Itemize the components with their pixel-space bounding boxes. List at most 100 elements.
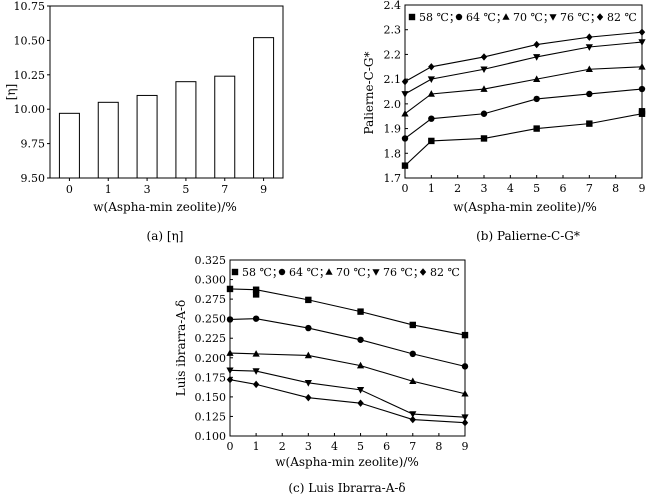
panel-b-legend-marker bbox=[455, 13, 463, 21]
panel-b-legend-label-text: 58 ℃ bbox=[419, 11, 449, 24]
panel-c-point bbox=[304, 351, 312, 359]
panel-b-point bbox=[585, 44, 593, 51]
panel-c-point bbox=[226, 375, 234, 384]
panel-c-x-tick-label: 0 bbox=[227, 440, 234, 453]
panel-b-point bbox=[586, 90, 593, 98]
panel-b-legend-label: 76 ℃； bbox=[560, 11, 601, 24]
panel-a-x-axis-label: w(Aspha-min zeolite)/% bbox=[93, 200, 237, 214]
panel-c-point bbox=[305, 296, 312, 304]
panel-b-x-tick-label: 7 bbox=[586, 182, 593, 195]
panel-b-point bbox=[428, 137, 435, 145]
panel-c-point bbox=[356, 361, 365, 369]
panel-c-y-tick-label: 0.225 bbox=[195, 332, 227, 345]
panel-a-bar-1 bbox=[97, 101, 119, 179]
panel-b-y-axis-label: Palierne-C-G* bbox=[362, 52, 376, 135]
panel-b-legend-label-text: 76 ℃ bbox=[560, 11, 590, 24]
panel-c-point bbox=[252, 380, 260, 389]
panel-c-y-tick-label: 0.250 bbox=[195, 313, 227, 326]
panel-a-x-tick-label: 9 bbox=[260, 183, 267, 196]
panel-c-point bbox=[357, 399, 364, 407]
panel-b-point bbox=[533, 40, 540, 49]
panel-c-legend-marker bbox=[419, 268, 427, 276]
panel-a-y-axis-label: [η] bbox=[4, 84, 18, 101]
panel-a-bar-5 bbox=[175, 81, 197, 179]
panel-b-x-axis-label: w(Aspha-min zeolite)/% bbox=[453, 200, 597, 214]
panel-c-legend-label-text: 82 ℃ bbox=[430, 266, 460, 279]
panel-b-point bbox=[480, 53, 488, 61]
panel-c-x-tick-label: 8 bbox=[435, 440, 442, 453]
panel-c-legend-label: 58 ℃； bbox=[242, 266, 283, 279]
panel-c-x-tick-label: 1 bbox=[253, 440, 260, 453]
panel-c-legend-label-text: 58 ℃ bbox=[242, 266, 272, 279]
panel-b-point bbox=[533, 54, 541, 61]
panel-b-y-tick-label: 1.9 bbox=[384, 123, 402, 136]
panel-c-point bbox=[305, 324, 312, 332]
panel-b-x-tick-label: 5 bbox=[533, 182, 540, 195]
panel-b-legend-separator: ； bbox=[543, 11, 554, 24]
panel-c-series-line-2 bbox=[229, 318, 466, 367]
panel-a-y-tick-label: 10.25 bbox=[14, 69, 46, 82]
panel-b-legend-label: 70 ℃； bbox=[513, 11, 554, 24]
panel-c-legend-separator: ； bbox=[319, 266, 330, 279]
panel-c-legend-separator: ； bbox=[272, 266, 283, 279]
panel-a-y-tick-label: 10.00 bbox=[14, 103, 46, 116]
panel-b-legend-separator: ； bbox=[590, 11, 601, 24]
panel-b-point bbox=[480, 110, 488, 117]
panel-b-legend-label: 82 ℃ bbox=[607, 11, 637, 24]
panel-c-point bbox=[409, 350, 416, 358]
panel-b-x-tick-label: 2 bbox=[454, 182, 461, 195]
panel-c-point bbox=[304, 380, 312, 387]
panel-b-point bbox=[480, 135, 488, 142]
panel-c-point bbox=[252, 350, 260, 357]
panel-c-y-tick-label: 0.150 bbox=[195, 391, 227, 404]
panel-b-series-line-3 bbox=[404, 66, 643, 115]
panel-c-y-tick-label: 0.175 bbox=[195, 371, 227, 384]
panel-c-y-tick-label: 0.300 bbox=[195, 274, 227, 287]
panel-c-y-tick-label: 0.125 bbox=[195, 410, 227, 423]
panel-b-caption: (b) Palierne-C-G* bbox=[476, 229, 580, 243]
panel-b-legend-label-text: 82 ℃ bbox=[607, 11, 637, 24]
panel-c-point bbox=[409, 321, 416, 329]
panel-c-series-line-1 bbox=[229, 288, 466, 336]
panel-b-y-tick-label: 2.1 bbox=[384, 73, 402, 86]
panel-a-y-tick-label: 9.75 bbox=[21, 138, 46, 151]
panel-c-series-line-5 bbox=[229, 379, 466, 424]
panel-c-x-tick-label: 4 bbox=[331, 440, 338, 453]
panel-c-point bbox=[461, 414, 469, 422]
panel-c-legend-label-text: 76 ℃ bbox=[383, 266, 413, 279]
panel-c-point bbox=[461, 331, 469, 339]
panel-c-y-tick-label: 0.275 bbox=[195, 293, 227, 306]
panel-c-point bbox=[409, 377, 417, 385]
panel-a-y-tick-label: 10.75 bbox=[14, 0, 46, 13]
panel-b-y-tick-label: 2.0 bbox=[384, 98, 402, 111]
panel-b-point bbox=[480, 85, 488, 92]
panel-a-bar-9 bbox=[253, 37, 275, 179]
panel-b-point bbox=[585, 65, 593, 73]
panel-b-legend-marker bbox=[408, 13, 416, 21]
panel-c-x-tick-label: 3 bbox=[305, 440, 312, 453]
panel-a-caption: (a) [η] bbox=[147, 229, 184, 243]
panel-c-legend-separator: ； bbox=[413, 266, 424, 279]
panel-a-x-tick-label: 1 bbox=[105, 183, 112, 196]
panel-c-point bbox=[226, 367, 234, 375]
panel-b-legend-separator: ； bbox=[496, 11, 507, 24]
panel-b-series-line-2 bbox=[404, 88, 643, 139]
panel-b-point bbox=[586, 120, 593, 127]
panel-b-point bbox=[533, 95, 540, 103]
panel-a-bar-7 bbox=[214, 75, 236, 179]
panel-c-series-line-3 bbox=[229, 352, 466, 395]
panel-a-y-tick-label: 10.50 bbox=[14, 34, 46, 47]
panel-b-point bbox=[533, 125, 540, 132]
panel-b-legend-marker bbox=[502, 13, 510, 20]
panel-a-bar-0 bbox=[58, 112, 80, 179]
panel-b-legend-label: 58 ℃； bbox=[419, 11, 460, 24]
panel-c-x-tick-label: 5 bbox=[357, 440, 364, 453]
panel-b-legend-separator: ； bbox=[449, 11, 460, 24]
panel-b-point bbox=[638, 62, 646, 70]
panel-b-series-line-4 bbox=[404, 41, 643, 95]
panel-b-point bbox=[428, 115, 435, 122]
panel-c-point bbox=[357, 336, 364, 343]
panel-b-point bbox=[638, 85, 646, 93]
panel-c-frame bbox=[229, 259, 466, 437]
panel-c-extra-point bbox=[252, 291, 260, 298]
